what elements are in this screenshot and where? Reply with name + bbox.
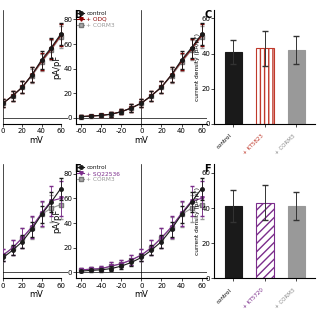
- Y-axis label: pA/pF: pA/pF: [53, 55, 62, 79]
- Legend: control, + SQ22536, + CORM3: control, + SQ22536, + CORM3: [77, 165, 120, 182]
- X-axis label: mV: mV: [134, 136, 148, 145]
- Text: + CORM3: + CORM3: [274, 133, 296, 155]
- Text: + KT5823: + KT5823: [242, 133, 265, 156]
- Text: control: control: [216, 288, 233, 305]
- Y-axis label: current density (pA/pF): current density (pA/pF): [195, 187, 200, 255]
- X-axis label: mV: mV: [29, 290, 43, 299]
- Y-axis label: pA/pF: pA/pF: [53, 209, 62, 233]
- Text: + CORM3: + CORM3: [274, 288, 296, 310]
- Bar: [256, 203, 274, 278]
- Bar: [288, 50, 305, 124]
- X-axis label: mV: mV: [29, 136, 43, 145]
- X-axis label: mV: mV: [134, 290, 148, 299]
- Bar: [225, 206, 242, 278]
- Text: + KT5720: + KT5720: [242, 288, 265, 310]
- Text: E: E: [74, 164, 80, 174]
- Bar: [225, 52, 242, 124]
- Text: B: B: [74, 10, 81, 20]
- Bar: [256, 48, 274, 124]
- Bar: [288, 206, 305, 278]
- Y-axis label: current density (pA/pF): current density (pA/pF): [195, 33, 200, 101]
- Text: control: control: [216, 133, 233, 150]
- Legend: control, + ODQ, + CORM3: control, + ODQ, + CORM3: [77, 11, 115, 28]
- Text: C: C: [204, 10, 212, 20]
- Text: F: F: [204, 164, 211, 174]
